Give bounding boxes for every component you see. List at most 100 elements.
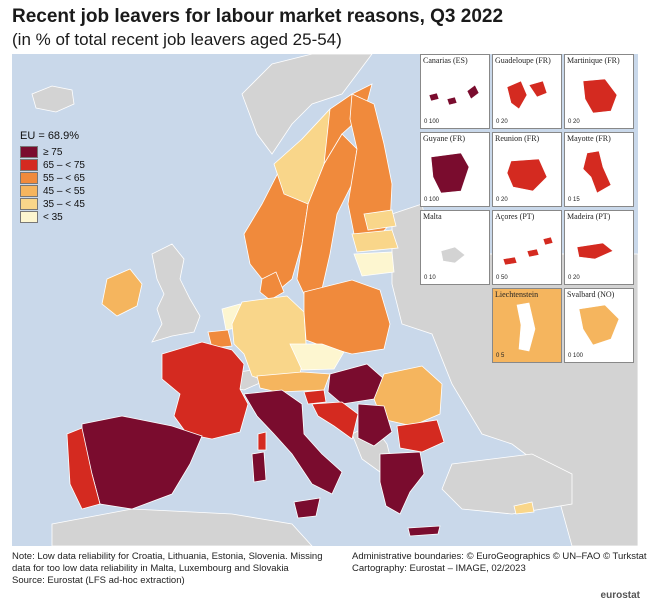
region-crete (407, 525, 441, 537)
inset-map: Liechtenstein 0 5 (492, 288, 562, 363)
legend-item: 55 – < 65 (20, 172, 85, 184)
region-italy (243, 389, 343, 495)
inset-label: Martinique (FR) (567, 56, 620, 65)
region-austria (256, 371, 331, 393)
region-greece (379, 451, 425, 515)
legend-swatch (20, 198, 38, 210)
note-line-1: Note: Low data reliability for Croatia, … (12, 551, 323, 562)
note-line-2: data for too low data reliability in Mal… (12, 563, 289, 574)
inset-panel: Canarias (ES) 0 100 Guadeloupe (FR) 0 20 Mar… (420, 54, 638, 370)
inset-label: Mayotte (FR) (567, 134, 611, 143)
inset-scale: 0 20 (496, 197, 508, 203)
region-lithuania (353, 251, 395, 277)
inset-shape (430, 152, 470, 194)
legend-swatch (20, 185, 38, 197)
inset-map: Canarias (ES) 0 100 (420, 54, 490, 129)
inset-label: Açores (PT) (495, 212, 535, 221)
inset-label: Madeira (PT) (567, 212, 611, 221)
legend-item: < 35 (20, 211, 85, 223)
boundaries-credit: Administrative boundaries: © EuroGeograp… (352, 551, 647, 562)
footnote: Note: Low data reliability for Croatia, … (12, 551, 323, 587)
legend-label: 55 – < 65 (43, 172, 85, 184)
inset-map: Guadeloupe (FR) 0 20 (492, 54, 562, 129)
legend-swatch (20, 159, 38, 171)
land-north-africa (51, 508, 313, 546)
inset-scale: 0 100 (568, 353, 584, 359)
inset-scale: 0 10 (424, 275, 436, 281)
legend-item: 65 – < 75 (20, 159, 85, 171)
inset-shape (440, 246, 466, 264)
region-spain (81, 415, 203, 510)
inset-label: Canarias (ES) (423, 56, 468, 65)
region-north-sweden (273, 107, 331, 205)
region-portugal (66, 427, 101, 510)
inset-map: Madeira (PT) 0 20 (564, 210, 634, 285)
inset-map: Svalbard (NO) 0 100 (564, 288, 634, 363)
region-cyprus (513, 501, 535, 515)
legend-label: 45 – < 55 (43, 185, 85, 197)
inset-shape (582, 150, 612, 194)
region-romania (373, 365, 443, 427)
inset-shape (428, 84, 480, 106)
inset-map: Malta 0 10 (420, 210, 490, 285)
inset-shape (582, 78, 618, 114)
legend-label: 35 – < 45 (43, 198, 85, 210)
legend-item: 45 – < 55 (20, 185, 85, 197)
legend-item: 35 – < 45 (20, 198, 85, 210)
region-ireland (101, 268, 143, 317)
inset-shape (506, 80, 548, 110)
inset-label: Malta (423, 212, 442, 221)
inset-label: Svalbard (NO) (567, 290, 615, 299)
inset-label: Liechtenstein (495, 290, 539, 299)
inset-shape (506, 158, 548, 192)
source-line: Source: Eurostat (LFS ad-hoc extraction) (12, 575, 185, 586)
inset-label: Guyane (FR) (423, 134, 465, 143)
legend-swatch (20, 211, 38, 223)
region-serbia (357, 403, 393, 447)
land-norway-north (241, 54, 373, 155)
inset-map: Reunion (FR) 0 20 (492, 132, 562, 207)
legend-swatch (20, 146, 38, 158)
region-estonia (363, 209, 397, 231)
eu-average-label: EU = 68.9% (20, 130, 80, 142)
eurostat-logo: eurostat (600, 590, 640, 601)
inset-scale: 0 15 (568, 197, 580, 203)
inset-label: Guadeloupe (FR) (495, 56, 551, 65)
region-belgium (207, 329, 233, 349)
region-sardinia (251, 451, 267, 483)
inset-shape (576, 242, 614, 260)
region-denmark (259, 271, 285, 301)
inset-scale: 0 50 (496, 275, 508, 281)
legend-label: < 35 (43, 211, 63, 223)
inset-scale: 0 20 (568, 275, 580, 281)
credits: Administrative boundaries: © EuroGeograp… (352, 551, 647, 575)
inset-scale: 0 5 (496, 353, 505, 359)
cartography-credit: Cartography: Eurostat – IMAGE, 02/2023 (352, 563, 526, 574)
map-title: Recent job leavers for labour market rea… (12, 6, 504, 27)
inset-shape (502, 236, 554, 266)
inset-scale: 0 20 (496, 119, 508, 125)
land-turkey (441, 453, 573, 515)
inset-scale: 0 20 (568, 119, 580, 125)
region-bulgaria (396, 419, 445, 453)
inset-shape (578, 304, 620, 346)
region-latvia (351, 229, 399, 253)
inset-shape (516, 302, 536, 352)
inset-map: Martinique (FR) 0 20 (564, 54, 634, 129)
legend-label: ≥ 75 (43, 146, 63, 158)
legend-swatch (20, 172, 38, 184)
land-iceland (31, 85, 75, 113)
region-poland (303, 279, 391, 355)
inset-map: Mayotte (FR) 0 15 (564, 132, 634, 207)
inset-scale: 0 100 (424, 197, 440, 203)
inset-map: Açores (PT) 0 50 (492, 210, 562, 285)
region-sicily (293, 497, 321, 519)
region-slovenia (303, 389, 327, 405)
map-subtitle: (in % of total recent job leavers aged 2… (12, 30, 342, 49)
legend-label: 65 – < 75 (43, 159, 85, 171)
region-corsica (257, 431, 267, 451)
region-france (161, 341, 249, 440)
inset-label: Reunion (FR) (495, 134, 540, 143)
inset-scale: 0 100 (424, 119, 440, 125)
map-legend: EU = 68.9% ≥ 75 65 – < 75 55 – < 65 45 – < … (20, 130, 85, 224)
